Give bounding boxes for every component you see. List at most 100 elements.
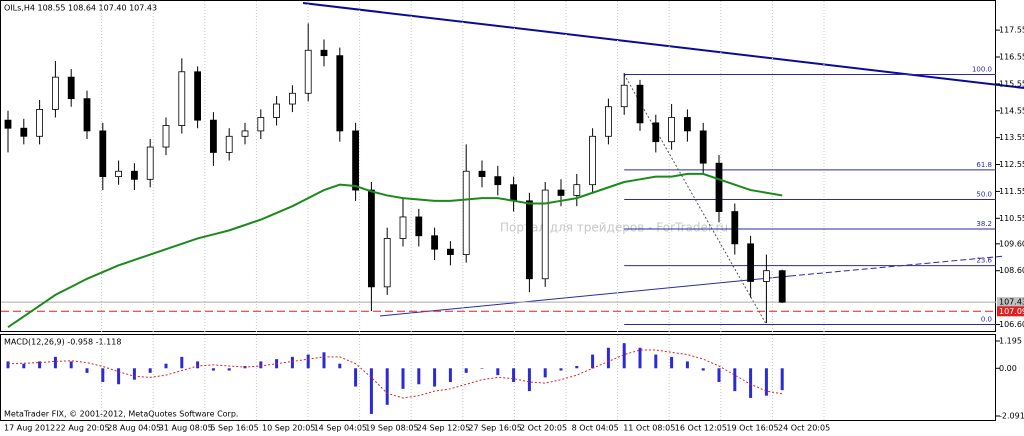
candle-body [162,125,170,148]
y-tick-label: 0.00 [999,364,1017,373]
x-tick-label: 22 Aug 20:05 [56,424,110,433]
macd-bar [322,352,326,369]
candle-body [589,135,596,186]
candle-body [194,71,202,121]
symbol-header: OILs,H4 108.55 108.64 107.40 107.43 [4,4,157,13]
macd-bar [733,368,737,392]
candle-body [241,130,249,137]
y-tick-label: 117.55 [999,26,1024,35]
candle-body [462,170,470,255]
candle-body [36,109,43,137]
candle-body [557,189,565,196]
macd-panel [0,334,996,421]
macd-bar [764,368,768,396]
candle-body [747,243,754,282]
y-tick-label: 116.55 [999,52,1024,61]
fibo-label: 38.2 [976,220,992,228]
candle-body [320,49,328,57]
candle-body [146,146,154,180]
y-tick-label: 109.60 [999,239,1024,248]
candle-body [446,248,454,255]
macd-signal [7,349,783,399]
macd-bar [480,368,484,369]
macd-bar [22,363,26,369]
candle-body [257,117,265,132]
candle-body [526,200,533,280]
macd-bar [148,368,152,373]
x-tick-label: 16 Oct 12:05 [675,424,727,433]
main-panel [0,0,996,332]
macd-bar [6,361,10,369]
candle-body [20,127,28,137]
macd-bar [606,347,610,369]
current-price: 107.43 [999,298,1024,307]
macd-bar [196,361,200,369]
y-tick-label: 108.60 [999,266,1024,275]
candle-body [541,189,549,280]
candle-body [652,122,660,143]
macd-bar [180,356,184,369]
macd-bar [527,368,531,392]
x-tick-label: 24 Sep 12:05 [417,424,470,433]
candle-body [715,162,723,212]
candle-body [668,117,675,143]
candle-body [367,189,375,288]
macd-bar [132,368,136,380]
candle-body [67,76,75,100]
x-tick-label: 11 Oct 08:05 [623,424,675,433]
y-tick-label: -2.091 [999,412,1024,421]
candle-body [699,130,707,164]
y-tick-label: 113.55 [999,133,1024,142]
macd-bar [38,361,42,369]
y-tick-label: 1.195 [999,337,1022,346]
macd-bar [259,361,263,369]
y-tick-label: 106.60 [999,320,1024,329]
macd-bar [211,368,215,371]
fibo-label: 23.6 [976,257,992,265]
candle-body [605,106,612,137]
macd-bar [591,354,595,369]
candle-body [288,92,296,105]
x-tick-label: 17 Aug 2012 [4,424,55,433]
candle-body [83,98,91,132]
macd-bar [53,356,57,369]
y-tick-label: 115.55 [999,79,1024,88]
macd-bar [496,368,500,376]
macd-bar [306,354,310,369]
macd-bar [464,368,468,373]
x-tick-label: 14 Sep 04:05 [314,424,367,433]
x-tick-label: 2 Oct 20:05 [520,424,567,433]
macd-bar [385,368,389,405]
price-box [997,297,1024,308]
y-tick-label: 111.55 [999,187,1024,196]
macd-bar [164,363,168,369]
candle-body [336,55,344,132]
x-tick-label: 27 Sep 16:05 [468,424,521,433]
macd-bar [780,368,784,391]
footer: MetaTrader FIX, © 2001-2012, MetaQuotes … [4,410,238,419]
candle-body [99,130,107,178]
x-tick-label: 10 Sep 20:05 [262,424,315,433]
macd-bar [543,368,547,378]
candle-body [4,119,12,129]
candle-body [510,184,518,202]
macd-bar [354,368,358,387]
candle-body [225,135,233,153]
x-tick-label: 5 Sep 16:05 [210,424,258,433]
candle-body [415,216,423,237]
x-tick-label: 31 Aug 08:05 [159,424,213,433]
y-tick-label: 110.55 [999,214,1024,223]
fibo-label: 0.0 [981,315,992,323]
candle-body [573,184,581,196]
candle-body [620,84,628,108]
candle-body [731,211,739,245]
macd-bar [85,368,89,373]
alert-price: 107.09 [999,307,1024,316]
trendline [379,275,791,317]
watermark: Портал для трейдеров - ForTrader.ru [500,221,728,235]
candle-body [636,84,644,124]
candle-body [352,130,360,191]
moving-average [7,172,783,328]
